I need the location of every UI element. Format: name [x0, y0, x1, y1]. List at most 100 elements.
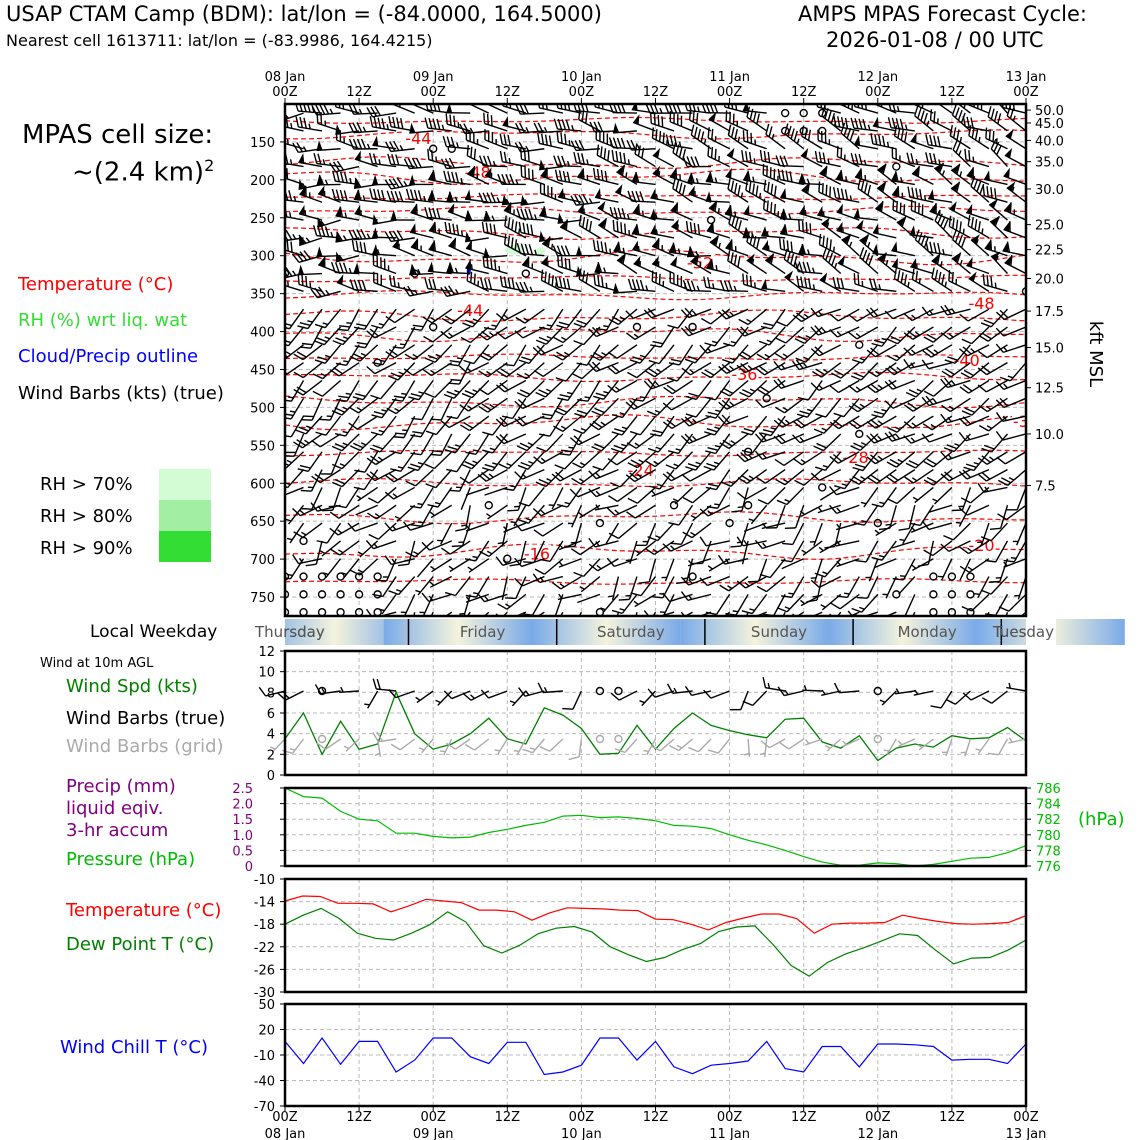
wind-barb	[330, 261, 360, 275]
wind-barb-flag	[465, 594, 477, 598]
wind-barb-halfflag	[712, 283, 715, 289]
wind-barb-flag	[774, 458, 785, 467]
wind-barb-flag	[484, 278, 489, 290]
wind-barb-flag	[707, 447, 719, 451]
wind-barb-pennant	[485, 167, 492, 178]
wind-barb-staff	[801, 451, 823, 466]
wind-barb-staff	[968, 277, 990, 292]
wind-barb	[579, 576, 601, 593]
wind-barb-pennant	[951, 181, 960, 192]
wind-barb-halfflag	[730, 340, 737, 344]
wind-barb	[429, 575, 453, 588]
wind-barb	[754, 432, 786, 443]
wind-barb-flag	[385, 351, 395, 359]
wind-barb	[577, 593, 601, 604]
wind-barb-staff	[648, 558, 657, 583]
wind-barb-flag	[314, 340, 325, 346]
wind-barb-flag	[741, 610, 753, 615]
wind-barb	[440, 157, 471, 170]
wind-barb-halfflag	[764, 353, 770, 358]
wind-barb-flag	[635, 279, 641, 291]
wind-barb	[872, 223, 897, 239]
wind-barb-flag	[701, 317, 712, 325]
wind-barb-flag	[407, 466, 419, 472]
wind-barb-flag	[565, 119, 571, 131]
wind-barb-staff	[894, 469, 916, 484]
wind-barb-flag	[707, 145, 710, 157]
wind-barb-flag	[977, 384, 987, 393]
wind-barb-flag	[740, 326, 749, 336]
wind-barb	[718, 362, 749, 375]
wind-barb-flag	[740, 363, 749, 372]
wind-barb-staff	[813, 522, 823, 546]
wind-barb-staff	[550, 397, 564, 420]
wind-barb-flag	[285, 229, 293, 240]
wind-barb-flag	[727, 280, 733, 292]
wind-barb-staff	[947, 451, 971, 461]
wind-barb-staff	[325, 558, 342, 579]
wind-barb-flag	[482, 256, 485, 267]
wind-barb-flag	[351, 239, 355, 251]
wind-barb-pennant	[705, 191, 712, 202]
wind-barb	[367, 504, 397, 520]
wind-barb-flag	[285, 110, 286, 120]
wind-barb	[690, 254, 712, 275]
wind-barb	[407, 451, 434, 472]
wind-barb-halfflag	[834, 262, 838, 269]
wind-barb	[819, 272, 842, 292]
wind-barb	[856, 219, 879, 239]
wind-barb-flag	[578, 194, 585, 205]
wind-barb-flag	[292, 142, 299, 153]
wind-barb-flag	[673, 135, 678, 147]
wind-barb-flag	[954, 107, 960, 118]
wind-barb-staff	[725, 175, 749, 186]
wind-barb-halfflag	[962, 228, 965, 235]
wind-barb-staff	[460, 487, 471, 510]
wind-barb-flag	[669, 134, 674, 146]
wind-barb-staff	[837, 262, 860, 275]
wind-barb-flag	[921, 433, 930, 443]
wind-barb-halfflag	[918, 278, 921, 284]
wind-barb-pennant	[968, 271, 977, 282]
wind-barb-flag	[535, 481, 547, 488]
wind-barb-flag	[482, 431, 493, 436]
wind-barb-staff	[779, 217, 804, 221]
wind-barb-flag	[381, 118, 386, 130]
wind-barb-flag	[889, 458, 900, 466]
wind-barb-halfflag	[737, 506, 744, 509]
wind-barb-flag	[926, 476, 937, 484]
wind-barb-flag	[800, 276, 804, 288]
legend-pressure: Pressure (hPa)	[66, 849, 196, 870]
wind-barb-flag	[921, 396, 930, 407]
wind-barb-flag	[940, 216, 946, 227]
wind-barb-flag	[829, 186, 832, 198]
wind-barb-flag	[707, 127, 710, 138]
wind-barb-staff	[654, 362, 675, 378]
wind-barb-flag	[814, 325, 823, 335]
wind-barb-pennant	[427, 261, 434, 272]
wind-barb-flag	[719, 584, 730, 592]
wind-barb-flag	[895, 118, 900, 129]
wind-barb-flag	[518, 359, 530, 365]
wind-barb-flag	[258, 354, 268, 364]
wind-barb-pennant	[761, 278, 768, 290]
wind-barb-flag	[675, 180, 680, 191]
wind-barb-flag	[614, 428, 625, 433]
wind-barb-pennant	[446, 104, 453, 113]
wind-barb-flag	[678, 182, 683, 194]
wind-barb-staff	[544, 379, 564, 398]
wind-barb-pennant	[949, 201, 957, 212]
wind-barb-calm	[669, 501, 679, 510]
wind-barb-flag	[573, 428, 584, 435]
wind-barb-halfflag	[690, 531, 696, 536]
wind-barb-halfflag	[558, 593, 563, 599]
wind-barb-flag	[600, 241, 604, 253]
wind-barb-staff	[285, 433, 286, 456]
wind-barb-flag	[741, 150, 745, 161]
wind-barb-flag	[770, 202, 773, 213]
wind-barb	[424, 206, 452, 221]
wind-barb	[903, 344, 934, 356]
wind-barb-halfflag	[286, 138, 289, 145]
wind-barb-staff	[983, 178, 1008, 186]
wind-barb-halfflag	[580, 427, 587, 432]
